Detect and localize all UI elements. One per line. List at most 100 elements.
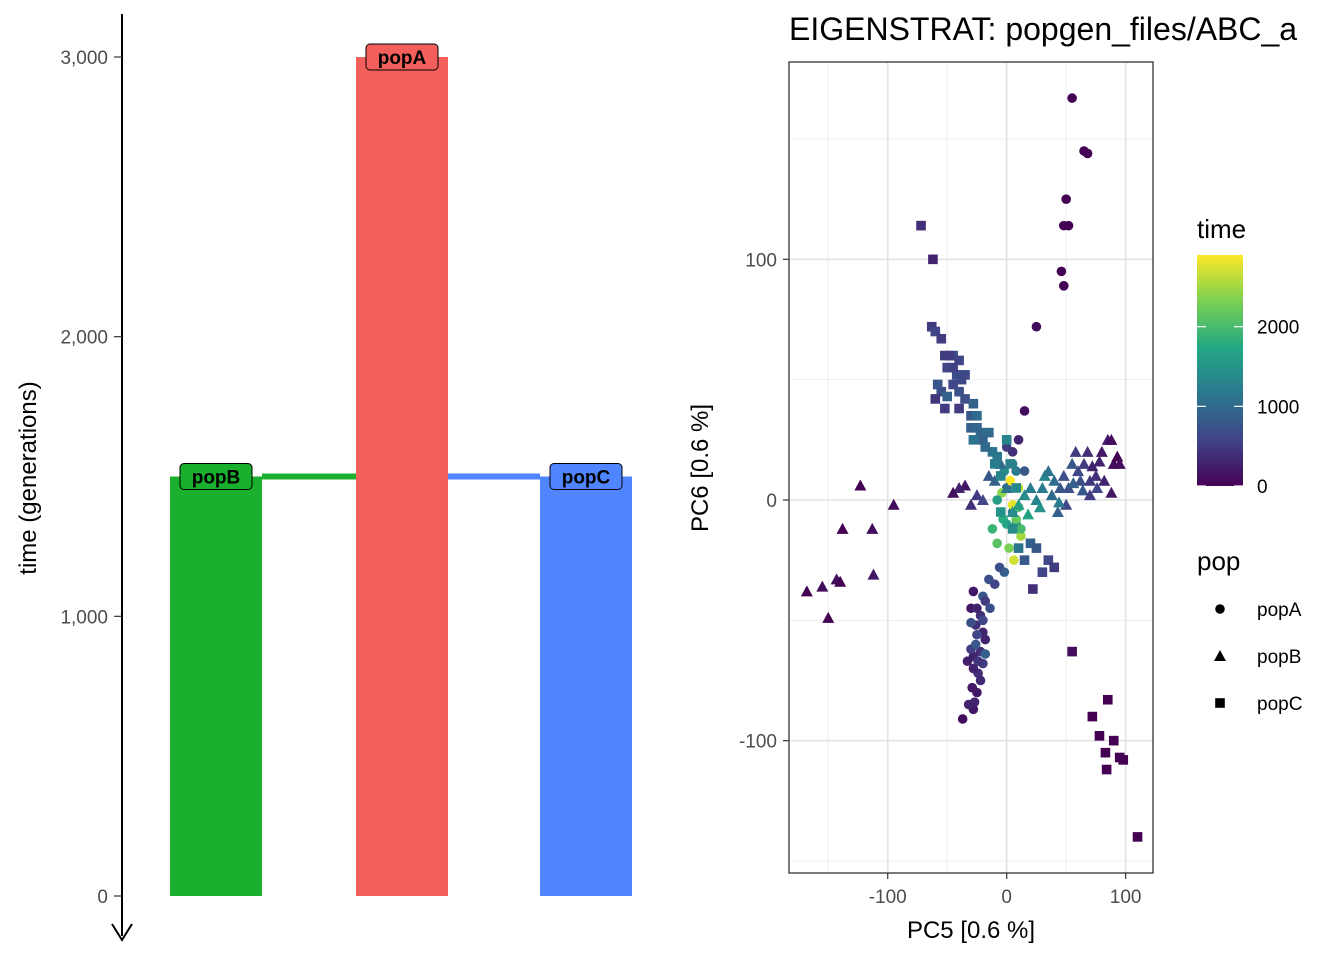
point-popB: [1018, 489, 1031, 501]
point-popA: [980, 634, 991, 645]
y-tick-label: 0: [97, 887, 108, 908]
point-popB: [1053, 496, 1066, 508]
point-popA: [962, 656, 973, 667]
point-popB: [1081, 445, 1094, 457]
x-axis-title: PC5 [0.6 %]: [907, 917, 1035, 944]
point-popA: [1061, 194, 1071, 204]
point-popB: [854, 479, 867, 491]
label-box-popC: [549, 463, 623, 490]
point-popC: [972, 410, 982, 421]
label-popB: popB: [192, 468, 241, 489]
point-popA: [1013, 435, 1024, 445]
point-popA: [1019, 406, 1030, 416]
point-popB: [1024, 481, 1037, 493]
y-axis-title: time (generations): [15, 381, 42, 574]
point-popB: [976, 493, 989, 505]
point-popC: [956, 374, 967, 385]
colorbar-tick-label: 0: [1257, 477, 1268, 498]
point-popB: [1036, 481, 1049, 493]
point-popA: [972, 603, 982, 614]
point-popC: [966, 422, 976, 433]
point-popC: [1037, 567, 1048, 577]
legend-key-popB: [1214, 650, 1226, 661]
y-axis-ticks: 0 1,000 2,000 3,000: [60, 48, 122, 908]
x-tick-label: 0: [1001, 887, 1012, 908]
point-popA: [980, 596, 991, 606]
point-popB: [1051, 506, 1064, 518]
pca-scatter-chart: EIGENSTRAT: popgen_files/ABC_a -100 0 100-…: [687, 11, 1302, 944]
label-popA: popA: [378, 48, 427, 69]
point-popB: [1095, 445, 1108, 457]
point-popC: [930, 326, 941, 337]
point-popB: [1113, 457, 1126, 469]
point-popC: [1025, 538, 1036, 549]
point-popC: [980, 442, 991, 452]
point-popB: [1048, 474, 1061, 486]
point-popA: [985, 603, 995, 614]
point-popC: [1001, 435, 1012, 445]
point-popB: [1057, 469, 1070, 481]
point-popA: [957, 714, 968, 724]
population-labels: popB popA popC: [179, 43, 623, 490]
point-popC: [995, 471, 1006, 481]
point-popB: [965, 498, 977, 510]
point-popB: [887, 498, 900, 510]
point-popA: [980, 649, 991, 659]
point-popC: [984, 427, 994, 438]
color-legend-ticks: 0 1000 2000: [1197, 318, 1299, 498]
point-popC: [960, 370, 970, 380]
point-popA: [973, 656, 983, 667]
point-popC: [936, 386, 947, 397]
plot-border: [788, 61, 1154, 874]
point-popC: [1118, 755, 1129, 765]
point-popA: [963, 699, 974, 710]
point-popC: [966, 410, 976, 421]
bar-popC: [540, 476, 632, 896]
point-popA: [1082, 148, 1093, 159]
data-points: [800, 93, 1143, 842]
point-popC: [944, 350, 955, 361]
point-popA: [1005, 475, 1016, 486]
plot-title: EIGENSTRAT: popgen_files/ABC_a: [789, 11, 1297, 47]
point-popC: [968, 398, 979, 409]
time-axis-arrow-icon: [111, 923, 133, 942]
point-popC: [936, 333, 947, 344]
label-popC: popC: [562, 468, 611, 489]
point-popC: [948, 362, 958, 373]
point-popC: [978, 435, 988, 445]
colorbar-tick-label: 2000: [1257, 318, 1299, 339]
point-popC: [954, 355, 964, 366]
point-popC: [995, 507, 1006, 517]
bar-popA: [356, 57, 448, 896]
point-popC: [942, 391, 953, 402]
legend-label-popC: popC: [1257, 694, 1302, 715]
label-box-popA: [365, 43, 439, 71]
point-popB: [1078, 457, 1091, 469]
point-popA: [972, 687, 982, 698]
point-popA: [978, 615, 988, 626]
point-popB: [1030, 493, 1043, 505]
point-popA: [1063, 220, 1074, 231]
point-popA: [966, 617, 976, 628]
point-popB: [982, 469, 995, 481]
point-popB: [1012, 498, 1025, 510]
point-popC: [1094, 731, 1105, 741]
point-popB: [947, 486, 960, 498]
point-popA: [1019, 466, 1030, 476]
point-popB: [836, 522, 849, 534]
point-popB: [1076, 484, 1089, 496]
point-popC: [916, 220, 926, 231]
y-tick-label: 0: [766, 491, 777, 512]
point-popA: [992, 538, 1002, 549]
point-popC: [968, 435, 979, 445]
point-popA: [1067, 93, 1077, 103]
point-popB: [953, 481, 966, 493]
point-popC: [1011, 483, 1022, 493]
point-popB: [1086, 460, 1099, 472]
point-popB: [1066, 457, 1079, 469]
bar-popB: [170, 476, 262, 896]
point-popB: [1022, 508, 1035, 520]
point-popB: [1042, 465, 1055, 477]
point-popA: [1009, 555, 1019, 565]
point-popC: [992, 451, 1002, 462]
